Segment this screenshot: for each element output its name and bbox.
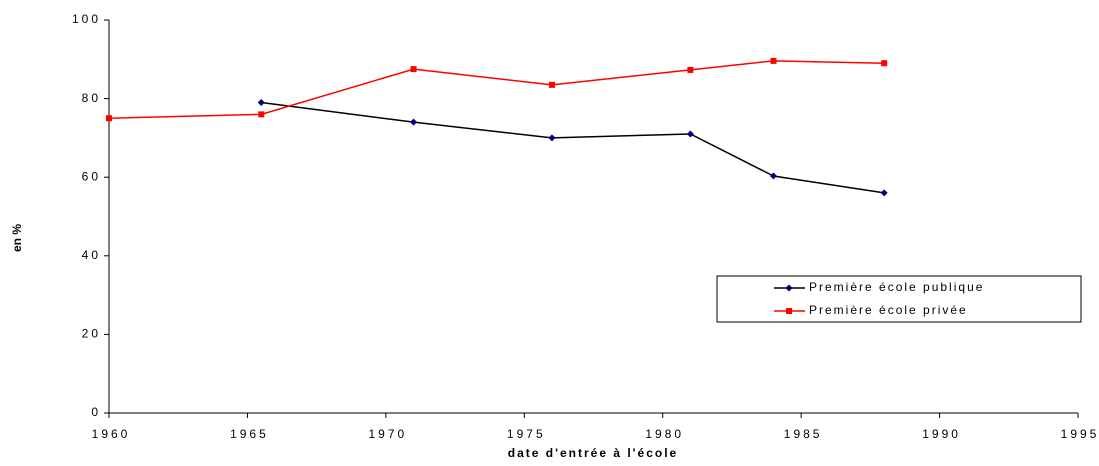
legend-label: Première école privée bbox=[809, 303, 968, 317]
point bbox=[548, 81, 555, 88]
point bbox=[770, 57, 777, 64]
point bbox=[687, 66, 694, 73]
point bbox=[258, 111, 265, 118]
point bbox=[686, 130, 694, 138]
x-axis-label: date d'entrée à l'école bbox=[508, 446, 678, 460]
x-tick-label: 1985 bbox=[784, 427, 823, 441]
legend-box bbox=[716, 275, 1082, 323]
series-line bbox=[261, 101, 885, 194]
series-line bbox=[108, 60, 885, 119]
x-tick-label: 1990 bbox=[922, 427, 961, 441]
y-tick-label: 40 bbox=[82, 248, 101, 262]
y-tick-label: 20 bbox=[82, 327, 101, 341]
x-tick-label: 1960 bbox=[92, 427, 131, 441]
point bbox=[410, 66, 417, 73]
point bbox=[880, 189, 888, 197]
y-axis-label: en % bbox=[10, 224, 24, 252]
y-tick-label: 60 bbox=[82, 169, 101, 183]
legend-label: Première école publique bbox=[809, 280, 984, 294]
x-tick-label: 1965 bbox=[230, 427, 269, 441]
legend-marker bbox=[785, 284, 793, 292]
point bbox=[769, 172, 777, 180]
x-tick-label: 1975 bbox=[507, 427, 546, 441]
y-tick-label: 0 bbox=[91, 405, 101, 419]
point bbox=[257, 99, 265, 107]
x-tick-label: 1970 bbox=[369, 427, 408, 441]
point bbox=[410, 118, 418, 126]
point bbox=[548, 134, 556, 142]
point bbox=[881, 60, 888, 67]
y-tick-label: 80 bbox=[82, 91, 101, 105]
point bbox=[106, 115, 112, 122]
y-tick-label: 100 bbox=[72, 12, 101, 26]
legend-marker bbox=[786, 308, 792, 314]
x-tick-label: 1980 bbox=[645, 427, 684, 441]
x-tick-label: 1995 bbox=[1061, 427, 1099, 441]
